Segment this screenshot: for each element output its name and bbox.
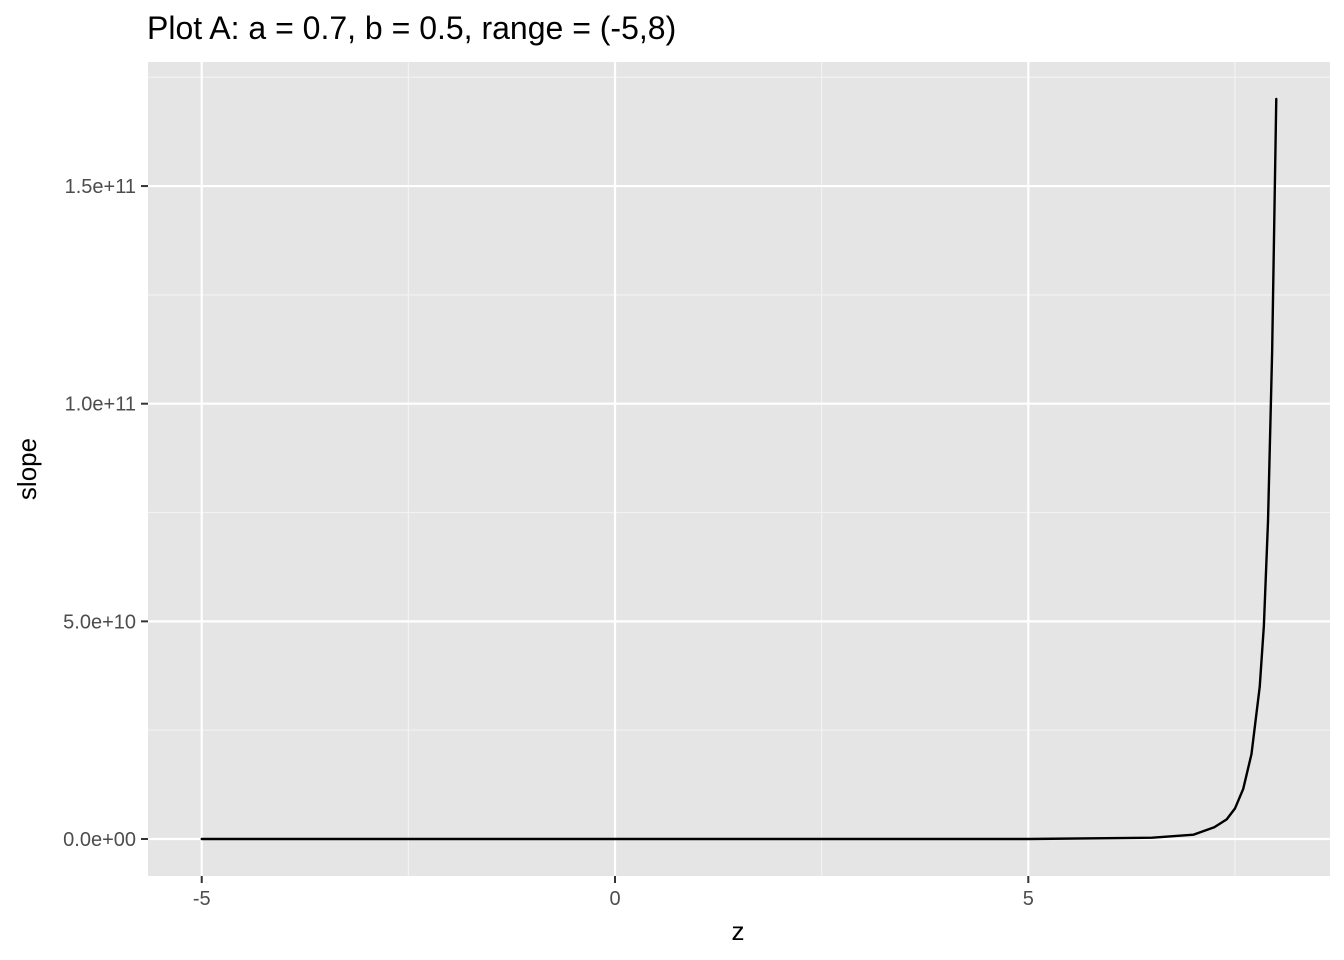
minor-gridlines: [148, 62, 1330, 876]
x-tick-label: -5: [193, 888, 211, 910]
y-axis-title: slope: [12, 438, 42, 500]
x-tick-label: 5: [1023, 888, 1034, 910]
series-layer: [200, 97, 1278, 841]
x-axis-title: z: [732, 916, 745, 946]
y-tick-label: 0.0e+00: [63, 829, 136, 851]
x-axis: -5 0 5: [193, 876, 1034, 910]
y-axis: 0.0e+00 5.0e+10 1.0e+11 1.5e+11: [63, 176, 148, 851]
chart-title: Plot A: a = 0.7, b = 0.5, range = (-5,8): [147, 10, 676, 46]
y-tick-label: 1.0e+11: [65, 394, 136, 416]
y-tick-label: 1.5e+11: [65, 176, 136, 198]
y-tick-label: 5.0e+10: [63, 611, 136, 633]
series-line: [200, 97, 1278, 841]
x-tick-label: 0: [609, 888, 620, 910]
plot-panel: [148, 62, 1330, 876]
